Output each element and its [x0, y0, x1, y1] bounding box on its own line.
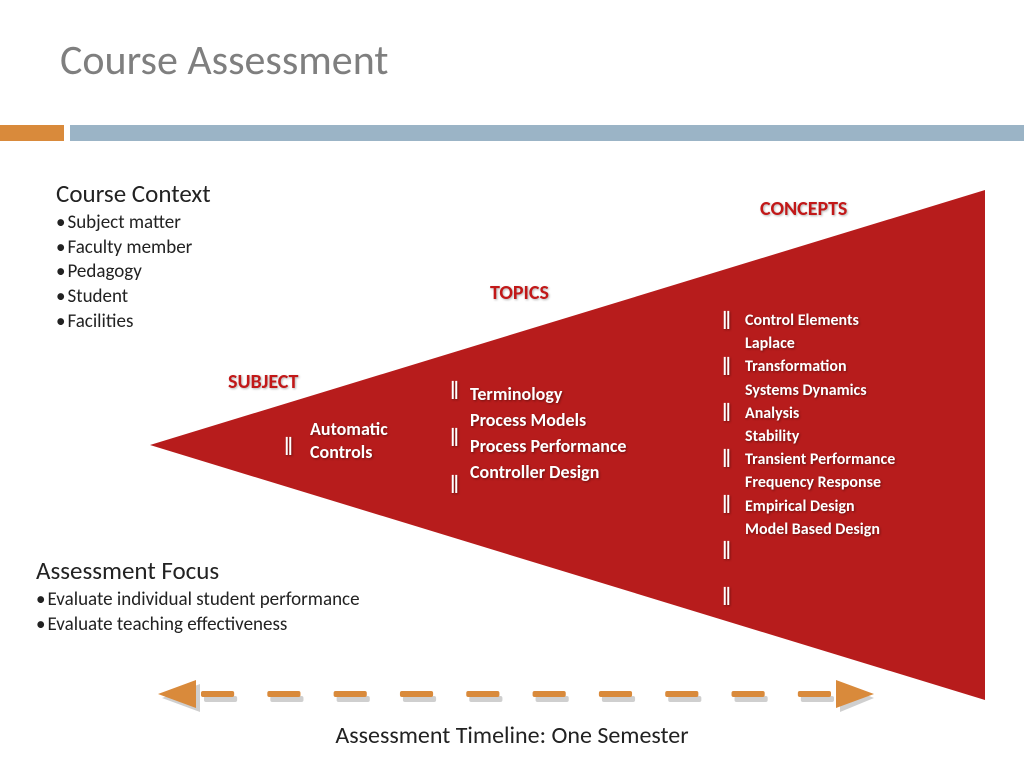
concepts-item: Empirical Design: [745, 495, 895, 518]
focus-item: Evaluate teaching effectiveness: [36, 613, 360, 638]
tick-icon: ||: [720, 584, 727, 608]
concepts-item: Systems Dynamics: [745, 379, 895, 402]
tick-icon: ||: [282, 434, 289, 458]
concepts-item: Model Based Design: [745, 518, 895, 541]
subject-item: Controls: [310, 441, 388, 464]
focus-item: Evaluate individual student performance: [36, 588, 360, 613]
tick-icon: ||: [448, 472, 455, 496]
subject-item: Automatic: [310, 418, 388, 441]
timeline-label: Assessment Timeline: One Semester: [0, 721, 1024, 750]
focus-list: Evaluate individual student performanceE…: [36, 588, 360, 637]
tick-icon: ||: [720, 354, 727, 378]
tick-icon: ||: [720, 446, 727, 470]
concepts-item: Laplace: [745, 332, 895, 355]
focus-heading: Assessment Focus: [36, 555, 360, 586]
concepts-item: Transformation: [745, 355, 895, 378]
tick-icon: ||: [448, 425, 455, 449]
concepts-label: CONCEPTS: [760, 197, 847, 221]
concepts-item: Analysis: [745, 402, 895, 425]
topics-item: Process Performance: [470, 433, 627, 459]
topics-label: TOPICS: [490, 281, 549, 305]
topics-item: Controller Design: [470, 459, 627, 485]
tick-icon: ||: [720, 492, 727, 516]
tick-icon: ||: [448, 378, 455, 402]
concepts-item: Stability: [745, 425, 895, 448]
concepts-item: Transient Performance: [745, 448, 895, 471]
concepts-item: Control Elements: [745, 309, 895, 332]
tick-icon: ||: [720, 400, 727, 424]
concepts-items: Control ElementsLaplaceTransformationSys…: [745, 309, 895, 541]
topics-items: TerminologyProcess ModelsProcess Perform…: [470, 381, 627, 485]
assessment-focus: Assessment Focus Evaluate individual stu…: [36, 555, 360, 637]
concepts-item: Frequency Response: [745, 471, 895, 494]
timeline-arrow: [156, 678, 876, 713]
topics-item: Terminology: [470, 381, 627, 407]
subject-items: AutomaticControls: [310, 418, 388, 465]
tick-icon: ||: [720, 308, 727, 332]
topics-item: Process Models: [470, 407, 627, 433]
subject-label: SUBJECT: [228, 370, 298, 394]
tick-icon: ||: [720, 538, 727, 562]
